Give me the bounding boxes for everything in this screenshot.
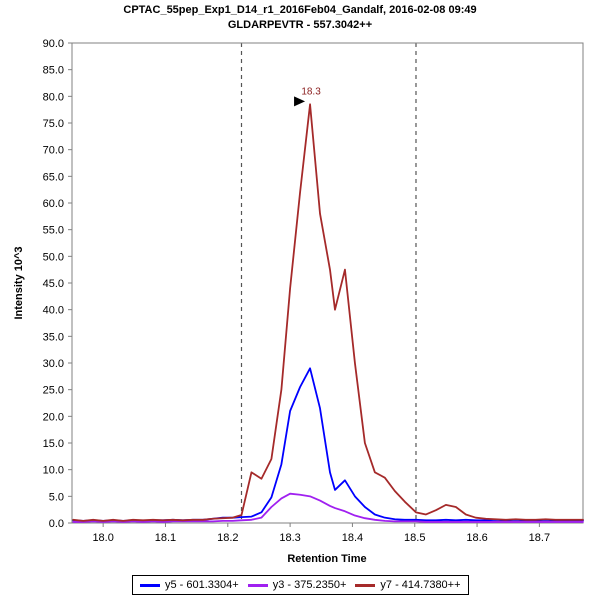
y-tick-label: 70.0 xyxy=(43,145,64,157)
y-tick-label: 55.0 xyxy=(43,225,64,237)
y-tick-label: 15.0 xyxy=(43,438,64,450)
y-tick-label: 85.0 xyxy=(43,65,64,77)
series-line[interactable] xyxy=(72,103,584,522)
series-lines[interactable] xyxy=(72,103,584,523)
x-tick-label: 18.2 xyxy=(217,532,238,544)
y-tick-label: 40.0 xyxy=(43,305,64,317)
x-tick-label: 18.7 xyxy=(529,532,550,544)
legend-label: y5 - 601.3304+ xyxy=(165,579,239,591)
y-tick-label: 65.0 xyxy=(43,171,64,183)
x-tick-label: 18.3 xyxy=(279,532,300,544)
x-axis-ticks: 18.0 18.1 18.2 18.3 18.4 18.5 18.6 18.7 xyxy=(92,523,550,544)
legend-color-swatch xyxy=(355,583,376,587)
page-subtitle: GLDARPEVTR - 557.3042++ xyxy=(227,19,373,31)
y-tick-label: 0.0 xyxy=(49,518,64,530)
series-line[interactable] xyxy=(72,492,584,523)
legend-color-swatch xyxy=(247,583,268,587)
y-tick-label: 20.0 xyxy=(43,411,64,423)
chart-legend[interactable]: y5 - 601.3304+ y3 - 375.2350+ y7 - 414.738… xyxy=(132,575,469,595)
legend-color-swatch xyxy=(140,583,160,587)
legend-entry[interactable]: y7 - 414.7380++ xyxy=(355,579,461,591)
y-tick-label: 25.0 xyxy=(43,385,64,397)
x-tick-label: 18.6 xyxy=(466,532,487,544)
x-tick-label: 18.5 xyxy=(404,532,425,544)
peak-apex-marker-icon[interactable] xyxy=(294,96,306,107)
y-tick-label: 60.0 xyxy=(43,198,64,210)
plot-frame xyxy=(71,42,584,524)
x-tick-label: 18.4 xyxy=(342,532,363,544)
legend-label: y7 - 414.7380++ xyxy=(380,579,461,591)
legend-entry[interactable]: y3 - 375.2350+ xyxy=(247,579,347,591)
y-tick-label: 50.0 xyxy=(43,251,64,263)
y-tick-label: 90.0 xyxy=(43,38,64,50)
series-line[interactable] xyxy=(72,367,584,522)
y-tick-label: 10.0 xyxy=(43,465,64,477)
peak-annotations[interactable]: 18.3 xyxy=(294,86,321,107)
y-tick-label: 45.0 xyxy=(43,278,64,290)
boundary-lines[interactable] xyxy=(240,43,417,523)
y-tick-label: 75.0 xyxy=(43,118,64,130)
y-tick-label: 5.0 xyxy=(49,491,64,503)
x-axis-label: Retention Time xyxy=(287,553,366,565)
peak-apex-label: 18.3 xyxy=(301,86,321,97)
y-tick-label: 35.0 xyxy=(43,331,64,343)
y-axis-label: Intensity 10^3 xyxy=(13,246,25,319)
legend-entry[interactable]: y5 - 601.3304+ xyxy=(140,579,239,591)
y-tick-label: 30.0 xyxy=(43,358,64,370)
legend-label: y3 - 375.2350+ xyxy=(272,579,347,591)
chart-title-block: CPTAC_55pep_Exp1_D14_r1_2016Feb04_Gandal… xyxy=(0,3,600,33)
x-tick-label: 18.0 xyxy=(92,532,113,544)
x-tick-label: 18.1 xyxy=(155,532,176,544)
y-tick-label: 80.0 xyxy=(43,91,64,103)
page-title: CPTAC_55pep_Exp1_D14_r1_2016Feb04_Gandal… xyxy=(123,4,477,16)
y-axis-ticks: 0.0 5.0 10.0 15.0 20.0 25.0 30.0 35.0 40.0 45.0 50… xyxy=(43,38,72,530)
